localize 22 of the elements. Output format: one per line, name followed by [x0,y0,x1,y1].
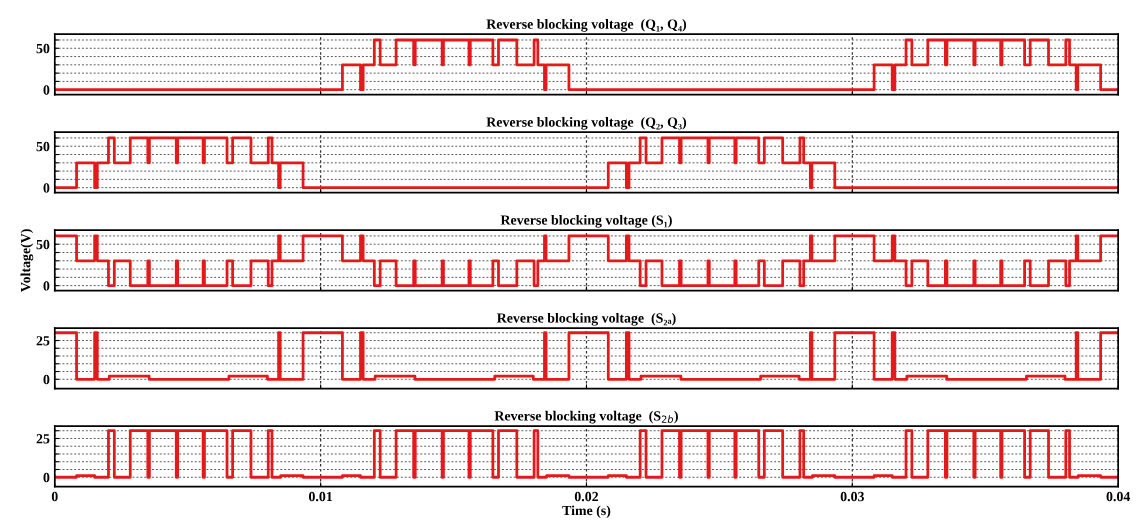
y-tick-label: 50 [36,43,50,54]
x-tick-label: 0.04 [1106,491,1131,502]
y-tick-label: 25 [36,336,50,346]
chart-title: Reverse blocking voltage (S$_{2b}$) [494,410,678,424]
x-tick-label: 0 [51,491,58,502]
y-tick-label: 0 [43,281,50,291]
y-axis-title: Voltage(V) [20,229,34,292]
y-tick-label: 25 [36,434,50,444]
y-tick-label: 0 [43,183,50,193]
y-tick-label: 0 [43,374,50,385]
chart-title: Reverse blocking voltage (Q₁, Q₄) [486,19,687,32]
y-tick-label: 50 [36,141,50,152]
x-tick-label: 0.03 [840,491,864,502]
x-axis-title: Time (s) [562,505,611,518]
x-tick-label: 0.02 [574,491,599,502]
chart-title: Reverse blocking voltage (S₁) [500,214,672,228]
chart-title: Reverse blocking voltage (Q₂, Q₃) [486,116,687,130]
chart-title: Reverse blocking voltage (S₂ₐ) [496,312,676,326]
x-tick-label: 0.01 [309,491,333,502]
y-tick-label: 0 [43,472,50,483]
y-tick-label: 50 [36,239,50,250]
y-tick-label: 0 [43,85,50,95]
